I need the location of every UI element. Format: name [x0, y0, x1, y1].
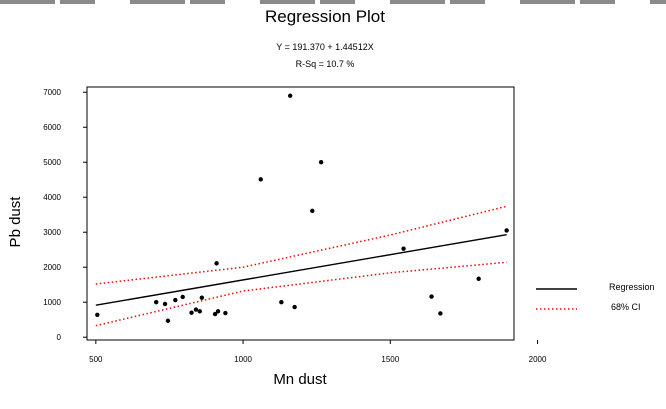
data-point-15	[279, 300, 284, 305]
x-tick-label-0: 500	[89, 355, 103, 364]
data-point-5	[180, 294, 185, 300]
plot-frame	[86, 86, 515, 341]
data-point-22	[438, 311, 443, 316]
regression-line	[95, 233, 507, 306]
legend-regression-label: Regression	[609, 282, 655, 292]
data-point-16	[287, 93, 293, 98]
x-axis: 500 1000 1500 2000	[89, 340, 547, 364]
data-point-9	[199, 295, 205, 300]
data-point-17	[292, 304, 297, 310]
data-point-7	[193, 307, 199, 312]
y-tick-label-6: 6000	[43, 123, 61, 132]
legend-ci-label: 68% CI	[611, 302, 641, 312]
y-axis-label: Pb dust	[7, 196, 24, 248]
data-point-18	[310, 208, 315, 214]
data-point-20	[401, 246, 406, 251]
data-point-6	[189, 310, 194, 315]
r-squared-label: R-Sq = 10.7 %	[296, 59, 355, 69]
chart-title: Regression Plot	[265, 7, 385, 26]
confidence-interval-lines	[95, 205, 507, 327]
x-tick-label-2: 1500	[381, 355, 399, 364]
y-tick-label-5: 5000	[43, 158, 61, 167]
y-axis: 0 1000 2000 3000 4000 5000 6000 7000	[43, 88, 87, 342]
data-point-13	[223, 310, 228, 316]
legend: Regression 68% CI	[536, 282, 655, 312]
data-point-2	[162, 301, 168, 307]
y-tick-label-7: 7000	[43, 88, 61, 97]
ci-lower-line	[95, 261, 507, 327]
data-point-10	[212, 311, 218, 317]
data-point-0	[95, 312, 100, 318]
y-tick-label-3: 3000	[43, 228, 61, 237]
data-point-1	[154, 300, 159, 305]
data-point-4	[173, 297, 178, 303]
data-point-3	[165, 318, 171, 323]
regression-equation: Y = 191.370 + 1.44512X	[276, 42, 373, 52]
data-point-21	[429, 294, 434, 299]
x-axis-label: Mn dust	[273, 371, 327, 388]
y-tick-label-2: 2000	[43, 263, 61, 272]
x-tick-label-3: 2000	[529, 355, 547, 364]
y-tick-label-1: 1000	[43, 298, 61, 307]
data-point-11	[214, 261, 219, 266]
data-point-23	[476, 276, 481, 281]
data-point-24	[504, 228, 509, 233]
data-point-12	[215, 309, 221, 314]
data-points	[95, 93, 509, 323]
top-toolbar-strip	[0, 0, 666, 4]
x-tick-label-1: 1000	[234, 355, 252, 364]
data-point-14	[258, 177, 263, 182]
data-point-8	[197, 309, 202, 314]
y-tick-label-4: 4000	[43, 193, 61, 202]
y-tick-label-0: 0	[57, 333, 62, 342]
data-point-19	[318, 160, 324, 165]
